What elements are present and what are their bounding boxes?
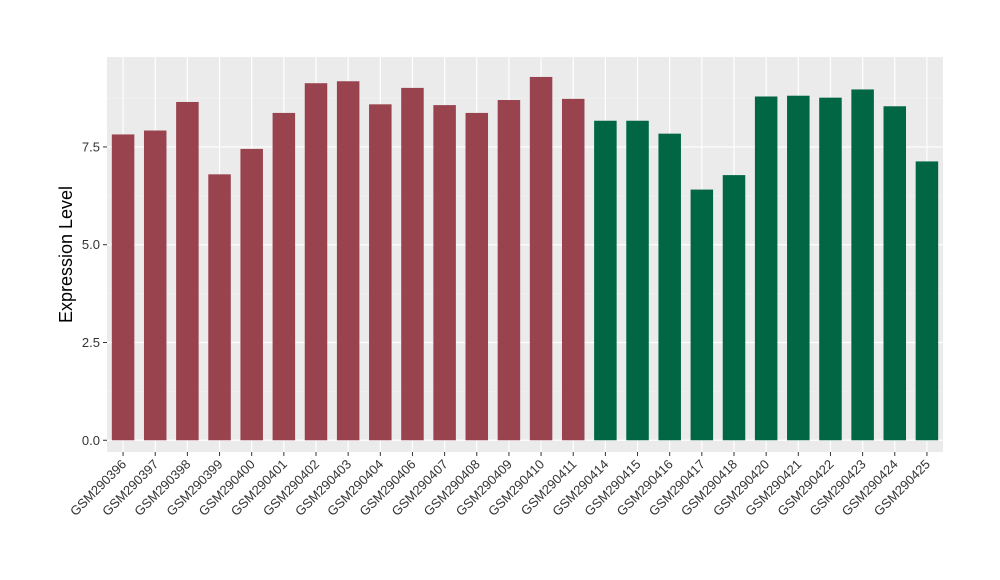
bar-gsm290418 <box>722 175 746 441</box>
bar-gsm290404 <box>369 104 392 441</box>
x-axis: GSM290396GSM290397GSM290398GSM290399GSM2… <box>67 452 933 519</box>
bar-gsm290414 <box>594 120 617 441</box>
bar-gsm290411 <box>561 98 585 441</box>
y-tick-label: 0.0 <box>82 433 100 448</box>
bar-gsm290420 <box>754 96 778 441</box>
bar-gsm290399 <box>208 174 231 441</box>
bar-gsm290396 <box>111 134 135 441</box>
bar-gsm290409 <box>497 100 521 441</box>
plot-panel <box>107 57 943 452</box>
bar-gsm290422 <box>819 97 842 441</box>
bar-gsm290406 <box>401 87 424 441</box>
y-tick-label: 2.5 <box>82 335 100 350</box>
bar-gsm290401 <box>272 112 296 441</box>
y-tick-label: 7.5 <box>82 139 100 154</box>
bar-gsm290402 <box>304 83 328 441</box>
bar-gsm290424 <box>883 106 907 441</box>
bar-gsm290403 <box>336 81 360 441</box>
bars <box>111 76 939 441</box>
y-axis: 0.0 2.5 5.0 7.5 <box>82 139 107 448</box>
bar-gsm290416 <box>658 133 681 441</box>
bar-gsm290398 <box>176 101 199 441</box>
bar-gsm290417 <box>690 189 714 441</box>
y-tick-label: 5.0 <box>82 237 100 252</box>
bar-gsm290423 <box>851 89 874 441</box>
bar-gsm290425 <box>915 161 939 441</box>
bar-gsm290397 <box>143 130 167 441</box>
bar-gsm290408 <box>465 112 489 441</box>
bar-gsm290410 <box>529 76 553 441</box>
bar-gsm290415 <box>626 120 649 441</box>
bar-gsm290407 <box>433 105 456 441</box>
bar-gsm290400 <box>240 148 263 441</box>
y-axis-title: Expression Level <box>56 186 76 323</box>
bar-gsm290421 <box>787 95 810 441</box>
